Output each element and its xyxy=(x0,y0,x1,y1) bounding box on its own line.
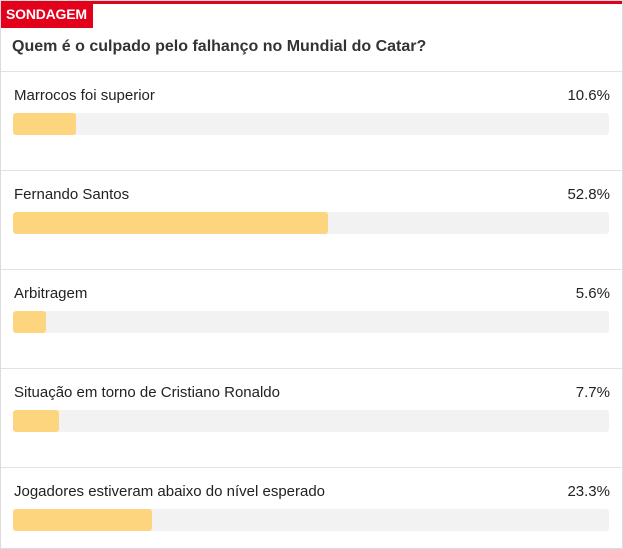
option-percent: 7.7% xyxy=(575,384,610,401)
option-label: Fernando Santos xyxy=(14,186,130,203)
option-bar-track xyxy=(13,113,609,135)
poll-option[interactable]: Marrocos foi superior 10.6% xyxy=(1,72,622,171)
option-percent: 52.8% xyxy=(567,186,610,203)
option-label: Marrocos foi superior xyxy=(14,87,155,104)
poll-options: Marrocos foi superior 10.6% Fernando San… xyxy=(1,72,622,549)
option-bar-fill xyxy=(13,113,77,135)
option-percent: 23.3% xyxy=(567,483,610,500)
poll-question: Quem é o culpado pelo falhanço no Mundia… xyxy=(12,38,427,55)
option-bar-fill xyxy=(13,311,47,333)
option-bar-track xyxy=(13,509,609,531)
accent-bar xyxy=(1,1,622,4)
poll-option[interactable]: Arbitragem 5.6% xyxy=(1,270,622,369)
poll-option[interactable]: Situação em torno de Cristiano Ronaldo 7… xyxy=(1,369,622,468)
poll-option[interactable]: Fernando Santos 52.8% xyxy=(1,171,622,270)
option-bar-track xyxy=(13,212,609,234)
option-bar-fill xyxy=(13,410,59,432)
option-label: Jogadores estiveram abaixo do nível espe… xyxy=(14,483,326,500)
option-bar-track xyxy=(13,410,609,432)
option-label: Situação em torno de Cristiano Ronaldo xyxy=(14,384,280,401)
option-percent: 10.6% xyxy=(567,87,610,104)
option-percent: 5.6% xyxy=(575,285,610,302)
poll-option[interactable]: Jogadores estiveram abaixo do nível espe… xyxy=(1,468,622,549)
option-bar-fill xyxy=(13,212,328,234)
option-label: Arbitragem xyxy=(14,285,88,302)
question-header: Quem é o culpado pelo falhanço no Mundia… xyxy=(1,28,622,72)
option-bar-fill xyxy=(13,509,152,531)
option-bar-track xyxy=(13,311,609,333)
poll-badge: SONDAGEM xyxy=(1,1,93,28)
